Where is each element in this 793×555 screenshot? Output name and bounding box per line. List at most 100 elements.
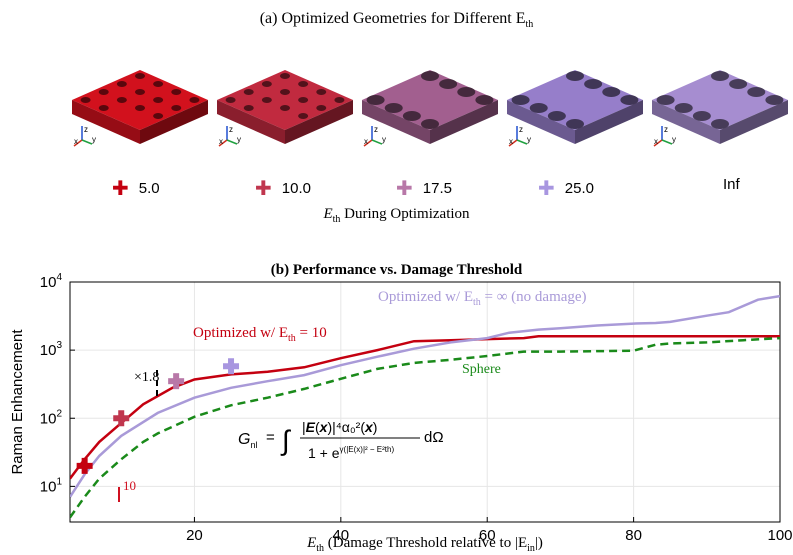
plus-marker-icon: ✚ [112,178,129,200]
geometry-hole [656,95,675,105]
plus-marker [113,410,130,427]
geometry-side-left [72,100,140,144]
plus-marker [223,358,240,375]
geometry-hole [298,97,309,103]
axis-x-label: x [74,137,78,146]
geometry-hole [316,105,327,111]
axis-y-label: y [382,135,386,144]
annotation-sphere: Sphere [462,362,501,377]
formula-lhs: Gnl [238,431,257,450]
geometry-hole [280,105,290,111]
performance-chart: 20 40 60 80 100 101 102 103 104 Raman Enhancemen… [9,272,793,554]
geometry-side-left [652,100,720,144]
formula-denominator: 1 + eγ(|E(x)|² − E²th) [308,445,394,461]
geometry-hole [243,105,254,111]
geometry-side-right [720,100,788,144]
axis-z-label: z [664,125,668,134]
geometry-hole [529,103,548,113]
plot-frame [69,281,781,523]
chart-grid [70,281,781,522]
geometry-hole [711,71,729,81]
geometry-hole [729,79,748,89]
geometry-hole [384,103,403,113]
geometry-side-right [430,100,498,144]
axis-z-label: z [229,125,233,134]
geometry-hole [80,97,91,103]
axis-x-label: x [364,137,368,146]
formula-measure: dΩ [424,429,444,446]
axis-y-line [81,139,93,145]
legend-marker-1: ✚ 5.0 [112,178,160,200]
x-tick-label: 80 [625,527,642,544]
annotation-optimized-10: Optimized w/ Eth = 10 [193,325,327,344]
x-tick-label: 20 [186,527,203,544]
series-lines [70,294,780,519]
geometry-hole [457,87,476,97]
geometry-render-2: zx y [217,70,353,147]
plus-marker [168,373,185,390]
geometry-hole [620,95,639,105]
axis-x-line [218,139,228,147]
geometry-hole [747,87,766,97]
axis-x-label: x [509,137,513,146]
x-tick-label: 60 [479,527,496,544]
axis-y-line [371,139,383,145]
y-tick-label: 103 [40,340,63,359]
geometry-render-4: zx y [507,70,643,147]
geometry-hole [566,71,584,81]
geometry-hole [261,81,272,87]
geometry-hole [421,119,439,129]
geometry-hole [298,113,309,119]
x-tick-label: 40 [332,527,349,544]
geometry-side-right [140,100,208,144]
geometry-render-3: zx y [362,70,498,147]
geometry-side-left [507,100,575,144]
geometry-side-left [362,100,430,144]
annotation-factor: ×1.8 [134,370,159,385]
annotation-optimized-inf: Optimized w/ Eth = ∞ (no damage) [378,289,587,308]
geometry-hole [135,73,145,79]
geometry-hole [243,89,254,95]
geometry-hole [566,119,584,129]
geometry-hole [171,89,182,95]
legend-marker-2: ✚ 10.0 [255,178,311,200]
axis-y-label: y [92,135,96,144]
geometry-hole [334,97,345,103]
geometry-hole [316,89,327,95]
panel-a-title: (a) Optimized Geometries for Different E… [259,10,534,31]
axis-y-line [226,139,238,145]
geometry-hole [280,89,290,95]
legend-marker-3: ✚ 17.5 [396,178,452,200]
y-axis-label: Raman Enhancement [9,329,26,475]
geometry-hole [547,111,566,121]
plus-marker-icon: ✚ [538,178,555,200]
geometry-side-right [285,100,353,144]
geometry-hole [171,105,182,111]
formula-numerator: |E(x)|⁴α₀²(x) [302,419,377,435]
axis-x-label: x [219,137,223,146]
legend-marker-4: ✚ 25.0 [538,178,594,200]
axis-y-line [516,139,528,145]
series-line [70,336,780,519]
formula-equals: = [266,429,275,446]
y-tick-label: 102 [40,408,63,427]
geometry-hole [475,95,494,105]
axis-y-label: y [672,135,676,144]
annotation-tick-10: 10 [123,478,136,493]
geometry-hole [439,79,458,89]
plus-marker-icon: ✚ [396,178,413,200]
geometry-hole [116,81,127,87]
panel-b-title: (b) Performance vs. Damage Threshold [270,262,523,278]
geometry-hole [135,89,145,95]
geometry-render-5: zx y [652,70,788,147]
geometry-hole [765,95,784,105]
geometry-hole [153,81,164,87]
x-tick-label: 100 [767,527,792,544]
axis-ticks: 20 40 60 80 100 101 102 103 104 [40,272,793,544]
geometry-hole [98,89,109,95]
axis-z-label: z [374,125,378,134]
legend-marker-5: Inf [723,176,740,193]
x-axis-label: Eth (Damage Threshold relative to |Ein|) [306,535,543,554]
geometry-hole [298,81,309,87]
